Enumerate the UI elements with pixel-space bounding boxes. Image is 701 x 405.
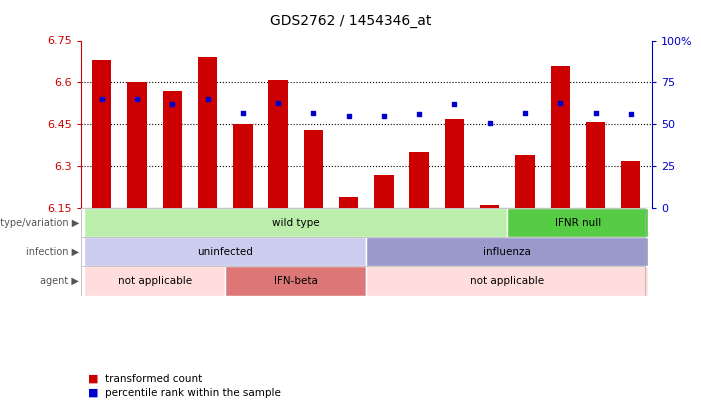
Point <box>273 99 284 106</box>
Point <box>449 101 460 107</box>
Bar <box>515 155 535 208</box>
Text: ■: ■ <box>88 374 98 384</box>
Bar <box>92 60 111 208</box>
Point <box>590 109 601 116</box>
Text: GDS2762 / 1454346_at: GDS2762 / 1454346_at <box>270 14 431 28</box>
Bar <box>550 66 570 208</box>
Bar <box>225 266 366 296</box>
Point <box>131 96 142 102</box>
Bar <box>366 266 648 296</box>
Point <box>202 96 213 102</box>
Bar <box>586 122 605 208</box>
Text: agent ▶: agent ▶ <box>41 276 79 286</box>
Text: not applicable: not applicable <box>118 276 192 286</box>
Bar <box>268 80 288 208</box>
Bar <box>409 152 429 208</box>
Text: uninfected: uninfected <box>197 247 253 257</box>
Point <box>96 96 107 102</box>
Point <box>237 109 248 116</box>
Point <box>554 99 566 106</box>
Bar <box>128 83 147 208</box>
Text: IFNR null: IFNR null <box>554 218 601 228</box>
Text: transformed count: transformed count <box>105 374 203 384</box>
Bar <box>84 237 366 266</box>
Bar <box>233 124 252 208</box>
Bar <box>508 208 648 237</box>
Point <box>519 109 531 116</box>
Point <box>167 101 178 107</box>
Bar <box>84 266 225 296</box>
Point <box>414 111 425 117</box>
Point <box>308 109 319 116</box>
Bar <box>374 175 393 208</box>
Point <box>379 113 390 119</box>
Point <box>625 111 637 117</box>
Bar <box>480 205 499 208</box>
Text: percentile rank within the sample: percentile rank within the sample <box>105 388 281 398</box>
Bar <box>198 57 217 208</box>
Bar <box>84 208 508 237</box>
Text: genotype/variation ▶: genotype/variation ▶ <box>0 218 79 228</box>
Text: wild type: wild type <box>272 218 320 228</box>
Point <box>343 113 354 119</box>
Text: ■: ■ <box>88 388 98 398</box>
Bar <box>163 91 182 208</box>
Point <box>484 119 496 126</box>
Bar <box>621 161 641 208</box>
Text: not applicable: not applicable <box>470 276 545 286</box>
Bar <box>444 119 464 208</box>
Bar <box>304 130 323 208</box>
Bar <box>339 197 358 208</box>
Text: influenza: influenza <box>484 247 531 257</box>
Text: IFN-beta: IFN-beta <box>274 276 318 286</box>
Text: infection ▶: infection ▶ <box>26 247 79 257</box>
Bar <box>366 237 648 266</box>
